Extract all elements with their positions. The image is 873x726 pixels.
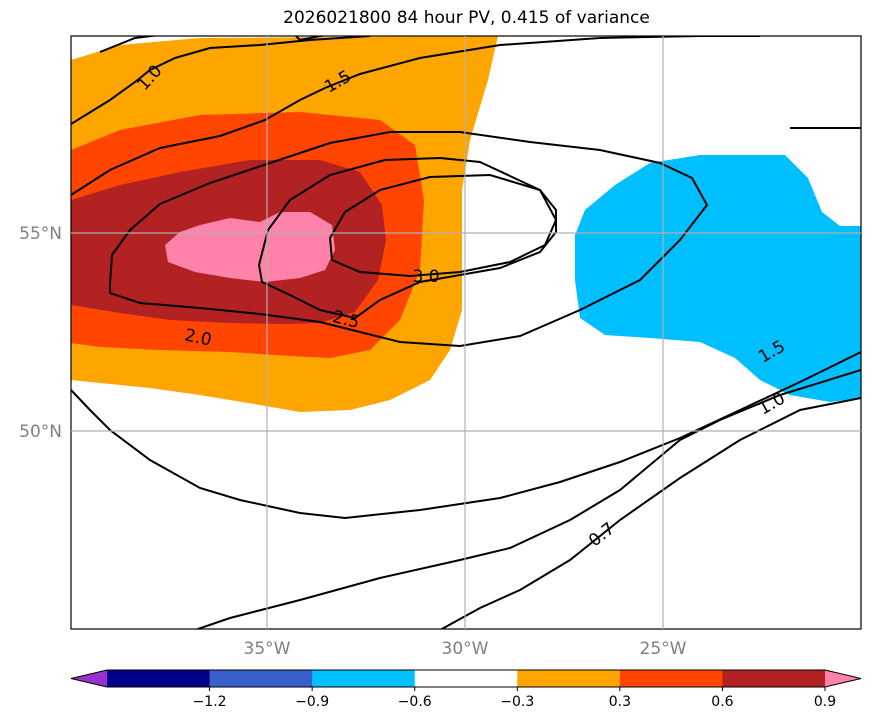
fill-skyblue-region (575, 155, 861, 402)
colorbar-segment (107, 670, 211, 687)
contour-label: 3.0 (412, 267, 439, 287)
contour-lines (71, 36, 861, 629)
plot-area (71, 36, 861, 629)
colorbar-extend-low (71, 670, 107, 687)
contour-line (257, 156, 557, 320)
colorbar-tick-label: −0.3 (500, 694, 534, 710)
contour-line (109, 131, 709, 348)
contour-line (71, 36, 760, 196)
colorbar-tick-label: 0.3 (609, 694, 631, 710)
colorbar-segment (209, 670, 313, 687)
contour-line (439, 397, 861, 629)
x-tick-label: 25°W (640, 639, 687, 659)
fill-pink-region (165, 212, 335, 282)
chart-title: 2026021800 84 hour PV, 0.415 of variance (283, 8, 650, 28)
y-tick-label: 50°N (19, 422, 62, 442)
contour-label: 0.7 (585, 519, 619, 551)
colorbar-tick-label: 0.9 (814, 694, 836, 710)
colorbar-tick-label: −0.9 (295, 694, 329, 710)
contour-line (71, 36, 371, 125)
colorbar-tick-label: 0.6 (711, 694, 733, 710)
colorbar-extend-high (825, 670, 861, 687)
y-tick-label: 55°N (19, 224, 62, 244)
colorbar-tick-label: −1.2 (193, 694, 227, 710)
x-tick-label: 30°W (442, 639, 489, 659)
colorbar-segment (312, 670, 416, 687)
colorbar: −1.2−0.9−0.6−0.30.30.60.91.2 (70, 669, 862, 710)
x-tick-label: 35°W (244, 639, 291, 659)
contour-line (194, 369, 861, 629)
colorbar-outline (70, 669, 862, 688)
colorbar-segment (414, 670, 518, 687)
colorbar-tick-label: −0.6 (398, 694, 432, 710)
gridlines (71, 36, 861, 629)
tick-labels: 35°W 30°W 25°W 55°N 50°N (19, 224, 687, 659)
colorbar-segment (722, 670, 826, 687)
colorbar-segment (619, 670, 723, 687)
colorbar-segment (517, 670, 621, 687)
contour-line (99, 36, 331, 53)
plot-frame (70, 35, 862, 630)
